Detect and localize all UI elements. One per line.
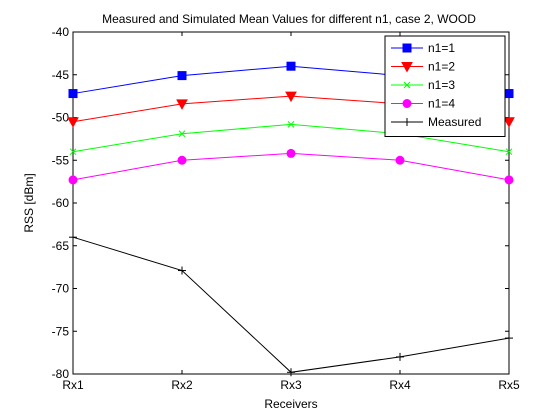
y-tick-label: -65 — [52, 239, 70, 253]
data-point — [504, 175, 514, 185]
marker-stroke — [69, 148, 77, 156]
data-point — [177, 155, 187, 165]
legend-label: n1=1 — [428, 41, 455, 55]
data-point — [503, 117, 515, 128]
data-point — [176, 99, 188, 110]
legend-marker — [403, 118, 411, 126]
x-tick-label: Rx4 — [389, 378, 411, 392]
legend-marker — [401, 62, 413, 73]
x-tick-label: Rx1 — [62, 378, 84, 392]
y-tick-label: -75 — [52, 324, 70, 338]
y-axis-label: RSS [dBm] — [22, 173, 36, 232]
legend-entry: n1=1 — [391, 41, 455, 55]
legend-box — [384, 35, 506, 137]
y-tick-label: -45 — [52, 68, 70, 82]
y-tick-label: -60 — [52, 196, 70, 210]
legend-entry: Measured — [391, 115, 481, 129]
data-point — [287, 368, 295, 377]
data-point — [67, 117, 79, 128]
marker-stroke — [505, 148, 513, 156]
data-point — [395, 155, 405, 165]
x-tick-label: Rx2 — [171, 378, 193, 392]
series-measured — [69, 233, 513, 377]
legend-label: Measured — [428, 115, 481, 129]
legend-label: n1=2 — [428, 60, 455, 74]
marker-stroke — [287, 120, 295, 128]
legend-marker — [402, 43, 412, 53]
data-point — [505, 148, 513, 156]
legend: n1=1 n1=2 n1=3 n1=4 Measured — [384, 35, 506, 137]
marker-stroke — [403, 81, 411, 89]
data-point — [177, 71, 187, 81]
data-point — [396, 352, 404, 361]
data-point — [286, 61, 296, 71]
data-point — [505, 334, 513, 343]
y-tick-label: -50 — [52, 111, 70, 125]
y-axis: -80 -75 -70 -65 -60 -55 -50 -45 -40 — [52, 25, 509, 381]
legend-marker — [403, 81, 411, 89]
data-point — [69, 233, 77, 242]
data-point — [287, 120, 295, 128]
x-tick-label: Rx5 — [498, 378, 520, 392]
legend-marker — [402, 99, 412, 108]
y-tick-label: -70 — [52, 282, 70, 296]
series-n1-4 — [68, 148, 514, 185]
data-point — [178, 130, 186, 138]
data-point — [286, 148, 296, 158]
marker-stroke — [178, 130, 186, 138]
legend-entry: n1=3 — [391, 78, 455, 92]
data-point — [178, 266, 186, 275]
x-axis: Rx1 Rx2 Rx3 Rx4 Rx5 — [62, 32, 520, 392]
legend-label: n1=4 — [428, 97, 455, 111]
y-tick-label: -80 — [52, 367, 70, 381]
data-point — [68, 175, 78, 185]
legend-label: n1=3 — [428, 78, 455, 92]
chart-title: Measured and Simulated Mean Values for d… — [102, 12, 476, 26]
data-point — [504, 89, 514, 99]
legend-entry: n1=2 — [391, 60, 455, 74]
y-tick-label: -55 — [52, 153, 70, 167]
x-axis-label: Receivers — [264, 397, 317, 411]
data-point — [285, 91, 297, 103]
data-point — [68, 89, 78, 99]
x-tick-label: Rx3 — [280, 378, 302, 392]
y-tick-label: -40 — [52, 25, 70, 39]
legend-entry: n1=4 — [391, 97, 455, 111]
data-point — [69, 148, 77, 156]
